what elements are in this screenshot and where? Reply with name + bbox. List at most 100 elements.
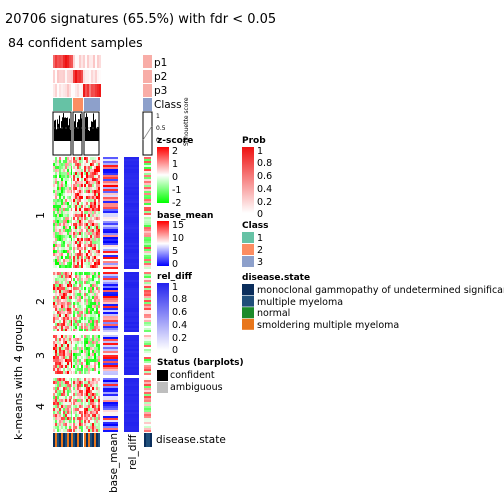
heatmap-cell — [53, 350, 55, 353]
rel-diff-cell — [124, 185, 139, 187]
heatmap-cell — [61, 399, 63, 402]
legend-tick: 1 — [257, 146, 263, 157]
heatmap-cell — [90, 284, 92, 287]
heatmap-cell — [77, 405, 79, 408]
heatmap-cell — [96, 208, 98, 211]
base-mean-cell — [103, 292, 118, 294]
column-label-base-mean: base_mean — [108, 433, 120, 493]
heatmap-cell — [59, 262, 61, 265]
heatmap-cell — [94, 217, 96, 220]
heatmap-cell — [59, 208, 61, 211]
heatmap-cell — [61, 163, 63, 166]
heatmap-cell — [55, 338, 57, 341]
heatmap-cell — [55, 284, 57, 287]
heatmap-cell — [90, 172, 92, 175]
heatmap-cell — [88, 338, 90, 341]
disease-state-cell — [94, 433, 96, 447]
probability-cell — [59, 70, 61, 83]
heatmap-cell — [84, 305, 86, 308]
heatmap-cell — [57, 390, 59, 393]
legend-swatch — [242, 256, 254, 267]
row-split-title: k-means with 4 groups — [12, 314, 25, 440]
heatmap-cell — [86, 178, 88, 181]
heatmap-cell — [79, 223, 81, 226]
extra-heatmap-cell — [144, 243, 151, 245]
heatmap-cell — [92, 320, 94, 323]
extra-heatmap-cell — [144, 267, 151, 269]
heatmap-cell — [81, 405, 83, 408]
heatmap-cell — [59, 402, 61, 405]
heatmap-cell — [88, 256, 90, 259]
heatmap-cell — [81, 371, 83, 374]
heatmap-cell — [94, 420, 96, 423]
heatmap-cell — [73, 296, 75, 299]
heatmap-cell — [61, 347, 63, 350]
heatmap-cell — [96, 175, 98, 178]
extra-heatmap-cell — [144, 167, 151, 169]
heatmap-cell — [90, 163, 92, 166]
heatmap-cell — [92, 423, 94, 426]
heatmap-cell — [61, 308, 63, 311]
heatmap-cell — [96, 253, 98, 256]
heatmap-cell — [96, 302, 98, 305]
heatmap-cell — [63, 405, 65, 408]
heatmap-cell — [63, 281, 65, 284]
silhouette-axis-label: Silhouette score — [183, 97, 190, 146]
heatmap-cell — [88, 359, 90, 362]
heatmap-cell — [81, 356, 83, 359]
heatmap-cell — [92, 368, 94, 371]
heatmap-cell — [79, 344, 81, 347]
extra-heatmap-cell — [144, 408, 151, 410]
extra-heatmap-cell — [144, 402, 151, 404]
heatmap-cell — [55, 356, 57, 359]
rel-diff-cell — [124, 330, 139, 332]
heatmap-cell — [61, 350, 63, 353]
heatmap-cell — [96, 178, 98, 181]
silhouette-bar — [90, 126, 91, 141]
legends — [157, 147, 254, 393]
heatmap-cell — [81, 423, 83, 426]
heatmap-cell — [61, 411, 63, 414]
heatmap-cell — [67, 320, 69, 323]
heatmap-cell — [67, 350, 69, 353]
heatmap-cell — [75, 278, 77, 281]
heatmap-cell — [67, 341, 69, 344]
heatmap-cell — [98, 405, 100, 408]
rel-diff-cell — [124, 175, 139, 177]
extra-heatmap-cell — [144, 251, 151, 253]
heatmap-cell — [75, 244, 77, 247]
heatmap-cell — [98, 259, 100, 262]
heatmap-cell — [77, 390, 79, 393]
heatmap-cell — [61, 417, 63, 420]
heatmap-cell — [65, 226, 67, 229]
heatmap-cell — [59, 169, 61, 172]
heatmap-cell — [57, 305, 59, 308]
base-mean-cell — [103, 402, 118, 404]
heatmap-cell — [63, 226, 65, 229]
heatmap-cell — [55, 275, 57, 278]
heatmap-cell — [53, 396, 55, 399]
heatmap-cell — [73, 368, 75, 371]
heatmap-cell — [98, 308, 100, 311]
heatmap-cell — [96, 187, 98, 190]
heatmap-cell — [84, 338, 86, 341]
heatmap-cell — [96, 344, 98, 347]
heatmap-cell — [71, 290, 72, 293]
heatmap-cell — [86, 223, 88, 226]
heatmap-cell — [71, 353, 72, 356]
heatmap-cell — [96, 275, 98, 278]
heatmap-cell — [92, 281, 94, 284]
base-mean-cell — [103, 349, 118, 351]
heatmap-cell — [90, 160, 92, 163]
heatmap-cell — [96, 314, 98, 317]
heatmap-cell — [98, 253, 100, 256]
heatmap-cell — [65, 302, 67, 305]
silhouette-bar — [76, 127, 77, 141]
heatmap-cell — [79, 411, 81, 414]
heatmap-cell — [79, 259, 81, 262]
heatmap-cell — [61, 323, 63, 326]
heatmap-cell — [96, 426, 98, 429]
heatmap-cell — [98, 411, 100, 414]
heatmap-cell — [53, 163, 55, 166]
heatmap-cell — [98, 314, 100, 317]
